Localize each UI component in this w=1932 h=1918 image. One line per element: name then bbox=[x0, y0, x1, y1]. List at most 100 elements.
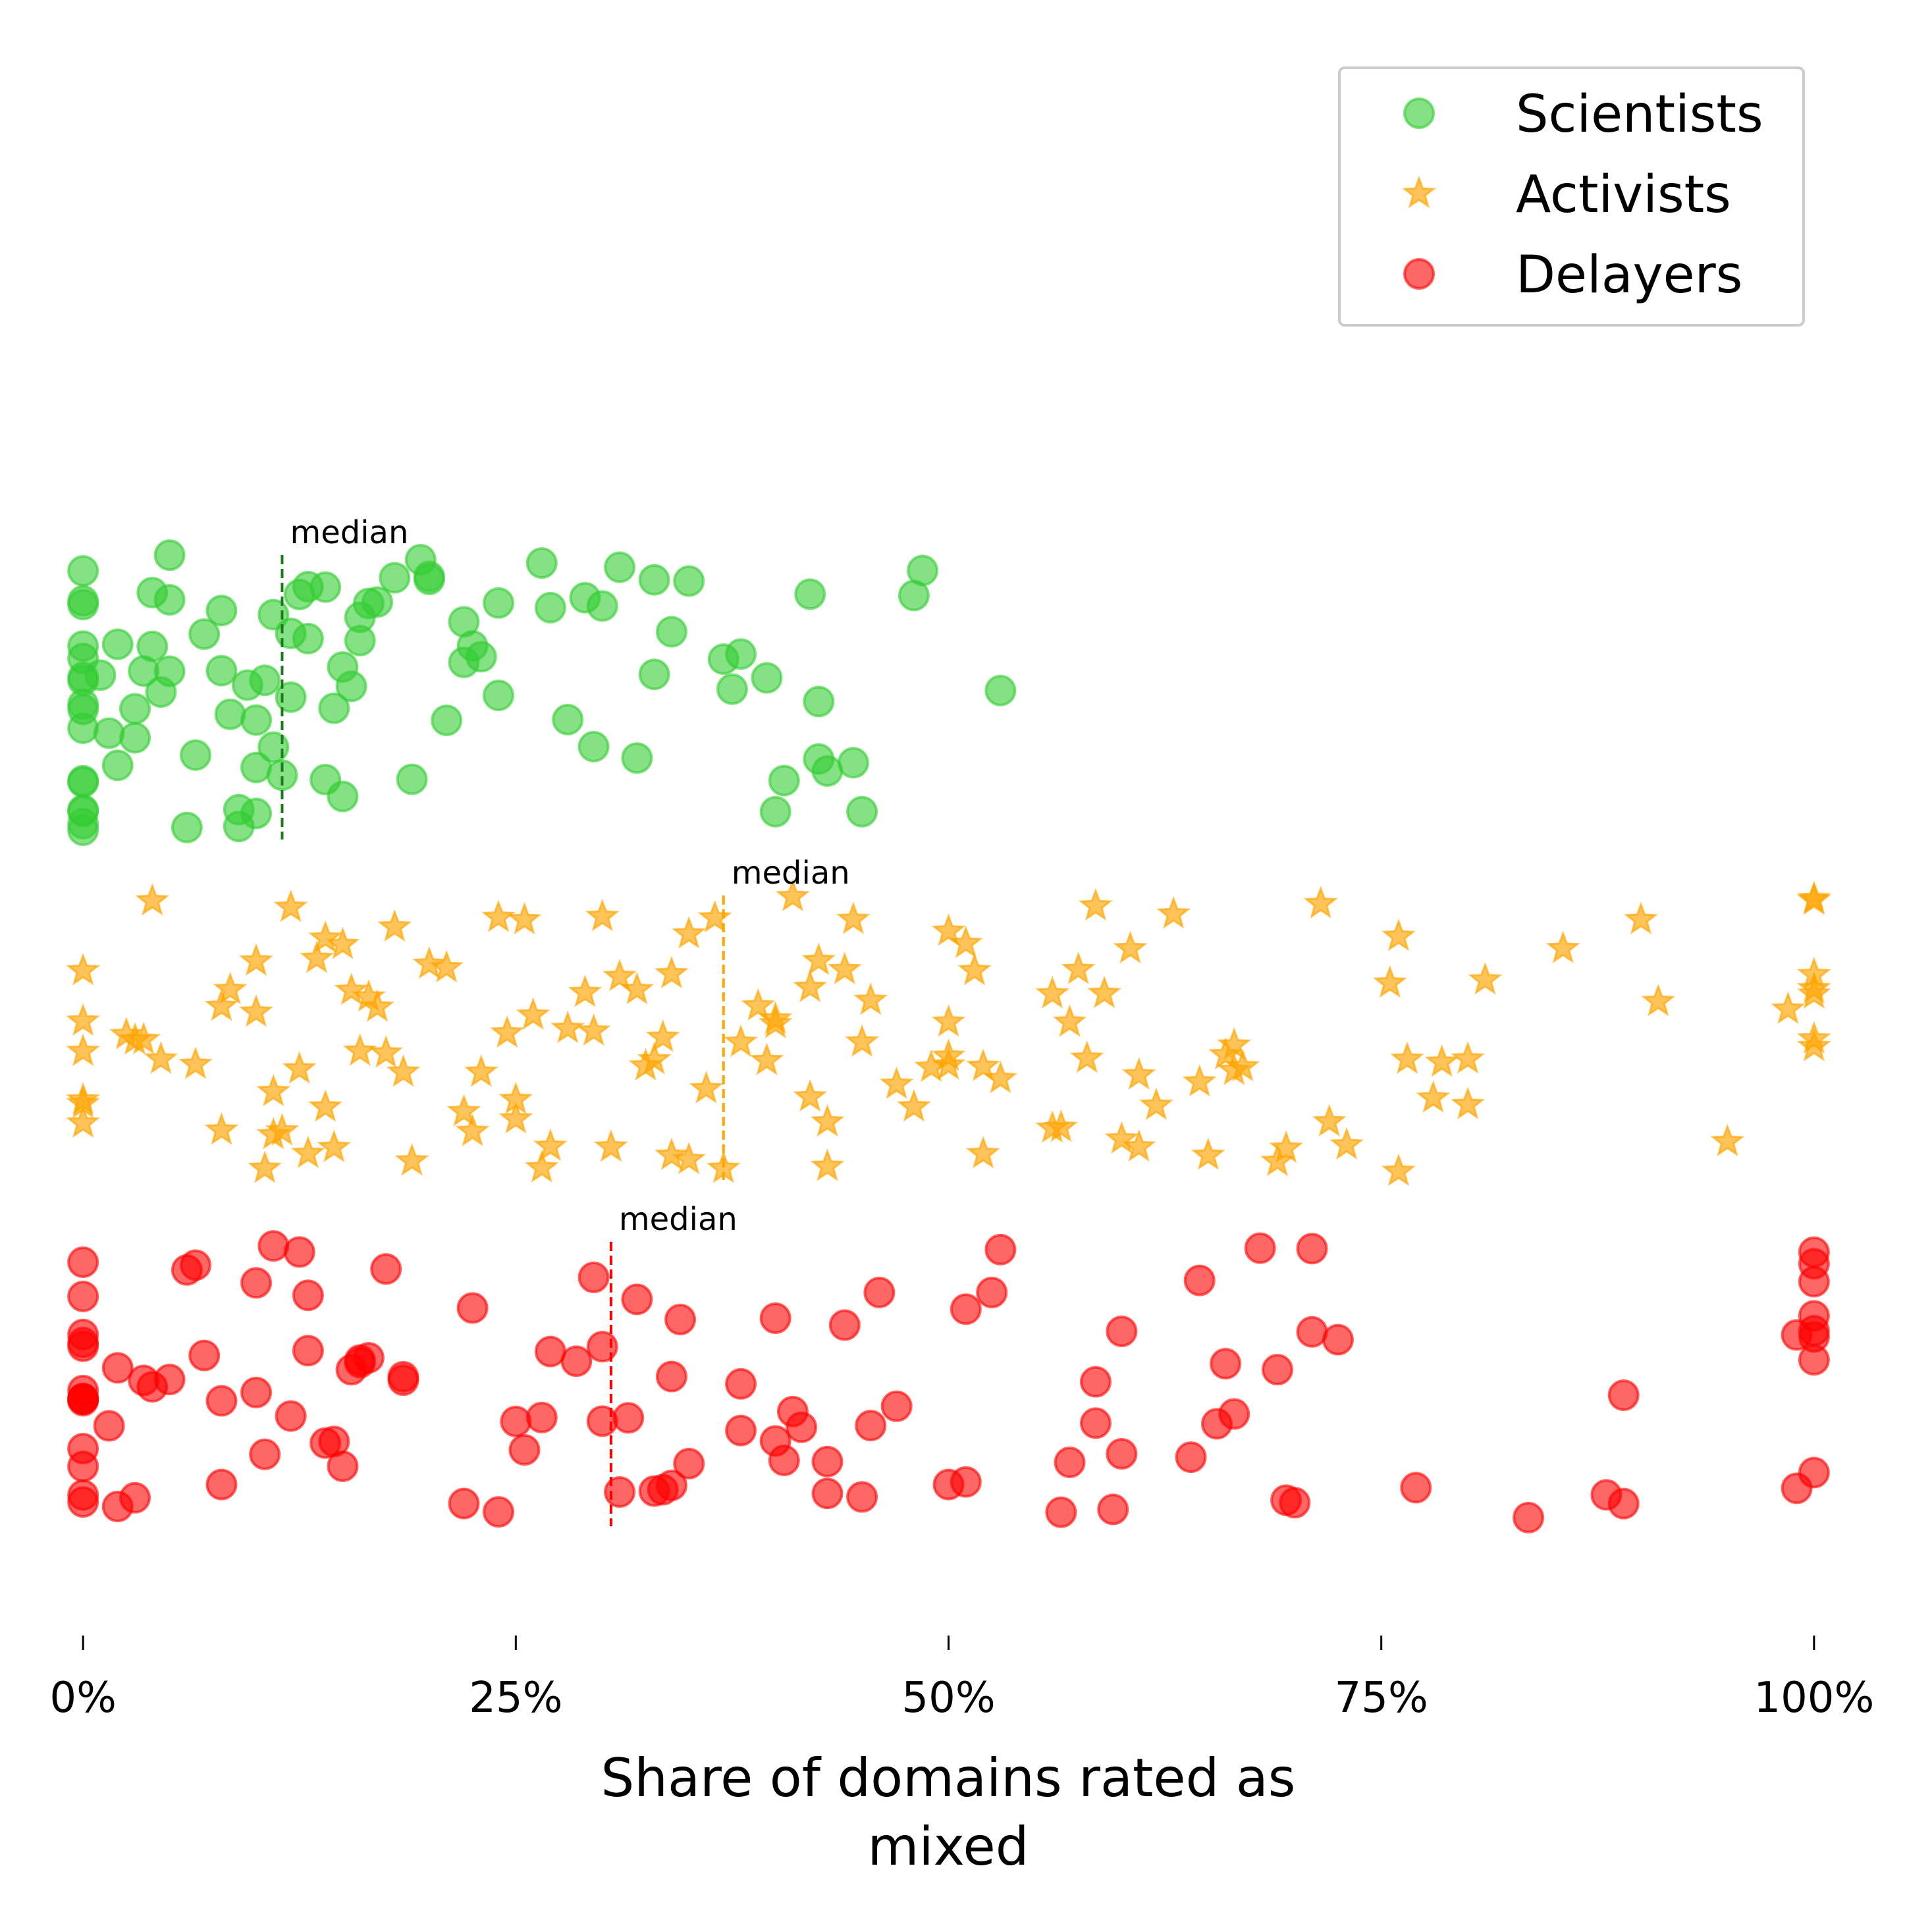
point bbox=[1121, 1129, 1156, 1162]
point bbox=[144, 1041, 178, 1074]
point bbox=[855, 1410, 887, 1442]
point bbox=[344, 624, 376, 656]
point bbox=[1771, 991, 1806, 1025]
legend-marker bbox=[1403, 258, 1435, 290]
point bbox=[846, 1481, 878, 1513]
point bbox=[213, 971, 248, 1005]
point bbox=[827, 951, 862, 984]
legend-label: Delayers bbox=[1516, 246, 1742, 305]
point bbox=[214, 698, 246, 730]
point bbox=[1513, 1501, 1545, 1533]
point bbox=[456, 1292, 489, 1324]
point bbox=[654, 955, 689, 989]
point bbox=[803, 685, 835, 718]
point bbox=[412, 946, 447, 979]
point bbox=[483, 587, 515, 619]
point bbox=[101, 749, 134, 782]
point bbox=[153, 584, 186, 616]
point bbox=[620, 971, 655, 1005]
point bbox=[1218, 1398, 1250, 1430]
point bbox=[664, 1304, 697, 1336]
point bbox=[863, 1276, 896, 1308]
point bbox=[976, 1277, 1008, 1309]
point bbox=[638, 564, 670, 596]
point bbox=[386, 1054, 421, 1087]
point bbox=[335, 670, 367, 703]
legend-marker bbox=[1403, 97, 1435, 129]
point bbox=[153, 1364, 186, 1396]
point bbox=[525, 1401, 558, 1433]
point bbox=[837, 747, 869, 779]
point bbox=[257, 731, 290, 763]
point bbox=[1322, 1323, 1354, 1356]
point bbox=[204, 1112, 239, 1145]
point bbox=[248, 1150, 282, 1183]
point bbox=[560, 1345, 593, 1377]
point bbox=[655, 616, 687, 648]
point bbox=[413, 560, 445, 593]
point bbox=[984, 674, 1017, 706]
point bbox=[1710, 1123, 1745, 1157]
point bbox=[135, 883, 170, 916]
median-label: median bbox=[619, 1201, 738, 1238]
point bbox=[853, 982, 888, 1015]
point bbox=[292, 1279, 324, 1312]
point bbox=[793, 1079, 828, 1112]
point bbox=[1641, 983, 1676, 1017]
point bbox=[1468, 962, 1503, 995]
point bbox=[1061, 951, 1096, 984]
point bbox=[768, 764, 800, 797]
x-tick-label: 25% bbox=[469, 1674, 562, 1722]
point bbox=[950, 1466, 982, 1498]
x-tick-label: 50% bbox=[901, 1674, 995, 1722]
point bbox=[396, 763, 428, 795]
point bbox=[429, 949, 464, 983]
point bbox=[1268, 1130, 1304, 1163]
point bbox=[1296, 1316, 1328, 1348]
point bbox=[604, 1476, 636, 1508]
point bbox=[552, 703, 584, 735]
point bbox=[1225, 1049, 1260, 1082]
point bbox=[586, 1405, 618, 1437]
point bbox=[379, 562, 411, 594]
x-tick-label: 100% bbox=[1754, 1674, 1874, 1722]
point bbox=[1372, 965, 1407, 998]
point bbox=[93, 1410, 125, 1442]
point bbox=[126, 1021, 161, 1055]
point bbox=[689, 1071, 724, 1104]
point bbox=[67, 1246, 99, 1279]
point bbox=[845, 1024, 880, 1057]
point bbox=[586, 1331, 618, 1363]
point bbox=[655, 1360, 687, 1393]
point bbox=[153, 655, 186, 687]
legend-marker bbox=[1401, 175, 1437, 209]
point bbox=[1054, 1446, 1086, 1478]
point bbox=[621, 742, 653, 774]
point bbox=[1279, 1487, 1311, 1519]
point bbox=[786, 1411, 818, 1443]
point bbox=[1450, 1041, 1486, 1074]
point bbox=[637, 1042, 672, 1075]
point bbox=[966, 1136, 1001, 1169]
point bbox=[1121, 1057, 1156, 1090]
point bbox=[759, 795, 792, 828]
point bbox=[1798, 1344, 1830, 1376]
point bbox=[205, 595, 238, 627]
point bbox=[464, 1054, 498, 1087]
point bbox=[67, 1479, 99, 1511]
point bbox=[1104, 1121, 1139, 1154]
point bbox=[308, 920, 343, 953]
point bbox=[1217, 1027, 1252, 1060]
point bbox=[282, 1051, 317, 1084]
point bbox=[67, 795, 99, 828]
point bbox=[265, 1113, 300, 1146]
legend-box bbox=[1338, 67, 1805, 327]
point bbox=[1607, 1487, 1640, 1520]
point bbox=[586, 590, 618, 622]
point bbox=[896, 1088, 931, 1122]
point bbox=[290, 1135, 325, 1169]
point bbox=[257, 1230, 290, 1262]
point bbox=[1113, 930, 1148, 964]
legend-label: Activists bbox=[1516, 165, 1731, 225]
point bbox=[1183, 1264, 1216, 1296]
